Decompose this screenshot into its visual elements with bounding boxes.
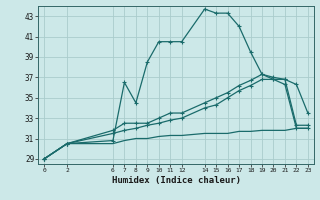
X-axis label: Humidex (Indice chaleur): Humidex (Indice chaleur) [111,176,241,185]
